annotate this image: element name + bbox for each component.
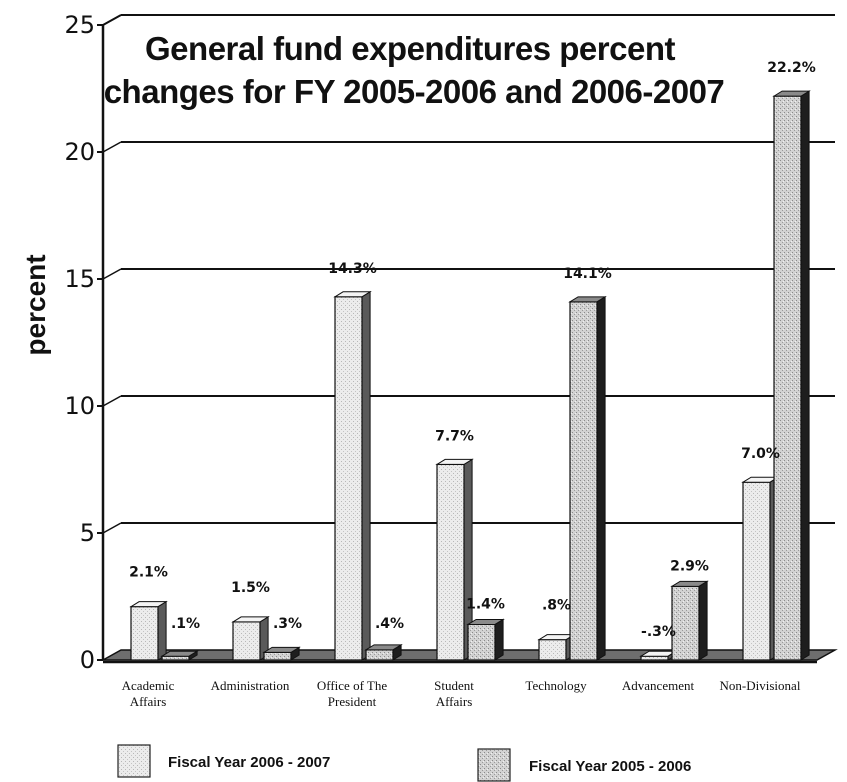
data-label: .4%: [375, 616, 404, 632]
y-tick-label: 15: [64, 265, 95, 293]
bar-front: [232, 621, 261, 661]
bar: [670, 580, 709, 661]
bar-front: [569, 301, 598, 661]
axes: 0 5 10 15 20 25: [64, 11, 122, 674]
gridline-side: [102, 522, 122, 534]
gridline-side: [102, 141, 122, 153]
x-tick-label: Student Affairs: [434, 678, 474, 709]
data-labels: 2.1% .1% 1.5% .3% 14.3% .4% 7.7% 1.4% .8% 14.1% -.…: [129, 60, 816, 640]
bar-side: [157, 600, 167, 661]
chart-title-line-2: changes for FY 2005-2006 and 2006-2007: [104, 73, 725, 110]
x-tick-label: Technology: [525, 678, 587, 693]
data-label: 7.7%: [435, 428, 474, 444]
data-label: 14.1%: [563, 266, 612, 282]
bar-front: [263, 651, 292, 661]
bar-front: [130, 606, 159, 661]
grid-lines: [102, 14, 835, 534]
bar-front: [640, 655, 669, 661]
y-tick-label: 25: [64, 11, 95, 39]
category-labels: Academic Affairs Administration Office of T…: [122, 678, 801, 709]
bar: [231, 616, 270, 661]
bar-top: [333, 291, 372, 298]
bar-top: [670, 580, 709, 587]
legend-swatch-2005-2006: [477, 748, 511, 782]
y-tick-label: 20: [64, 138, 95, 166]
chart-title-line-1: General fund expenditures percent: [145, 30, 675, 67]
bar-front: [742, 481, 771, 661]
bar-top: [364, 644, 403, 651]
data-label: 1.5%: [231, 580, 270, 596]
y-axis-top: [102, 14, 122, 26]
bar-top: [129, 601, 168, 608]
data-label: .3%: [273, 616, 302, 632]
bar: [364, 643, 403, 661]
bar-side: [494, 618, 504, 661]
y-tick-label: 10: [64, 392, 95, 420]
bar-front: [538, 639, 567, 661]
bar: [333, 290, 372, 661]
x-tick-label: Office of The President: [317, 678, 387, 709]
data-label: 2.1%: [129, 565, 168, 581]
data-label: 7.0%: [741, 446, 780, 462]
legend-label-2006-2007: Fiscal Year 2006 - 2007: [168, 754, 330, 771]
bar-top: [435, 458, 474, 465]
bar-top: [772, 90, 811, 97]
bar-front: [365, 649, 394, 661]
bar-side: [698, 580, 708, 661]
x-tick-label: Administration: [211, 678, 290, 693]
bar-side: [596, 295, 606, 661]
bar-top: [568, 296, 607, 303]
bar: [160, 650, 199, 661]
x-tick-label: Advancement: [622, 678, 695, 693]
bar-front: [334, 296, 363, 661]
bar: [466, 618, 505, 661]
bar: [639, 650, 678, 661]
data-label: 14.3%: [328, 261, 377, 277]
gridline-side: [102, 268, 122, 280]
bar-top: [466, 618, 505, 625]
bar: [772, 90, 811, 661]
bar-front: [773, 95, 802, 661]
data-label: 2.9%: [670, 558, 709, 574]
data-label: .8%: [542, 598, 571, 614]
legend-swatch-2006-2007: [117, 744, 151, 778]
data-label: 1.4%: [466, 596, 505, 612]
legend: Fiscal Year 2006 - 2007 Fiscal Year 2005…: [117, 744, 691, 782]
y-tick-label: 5: [80, 519, 95, 547]
bar-front: [436, 463, 465, 661]
bar-top: [262, 646, 301, 653]
bar-front: [671, 585, 700, 661]
bar-top: [160, 650, 199, 657]
bar-side: [800, 90, 810, 661]
bar-top: [231, 616, 270, 623]
bar-front: [161, 655, 190, 661]
gridline-side: [102, 395, 122, 407]
x-tick-label: Academic Affairs: [122, 678, 175, 709]
bar: [129, 600, 168, 661]
legend-label-2005-2006: Fiscal Year 2005 - 2006: [529, 758, 691, 775]
bar: [741, 476, 780, 661]
bar: [435, 458, 474, 661]
bars: [129, 90, 811, 661]
bar-side: [361, 290, 371, 661]
data-label: -.3%: [641, 624, 676, 640]
y-tick-label: 0: [80, 646, 95, 674]
bar-front: [467, 623, 496, 661]
data-label: .1%: [171, 616, 200, 632]
bar: [262, 646, 301, 661]
data-label: 22.2%: [767, 60, 816, 76]
x-tick-label: Non-Divisional: [720, 678, 801, 693]
bar: [568, 295, 607, 661]
y-axis-label: percent: [20, 254, 51, 355]
bar: [537, 633, 576, 661]
